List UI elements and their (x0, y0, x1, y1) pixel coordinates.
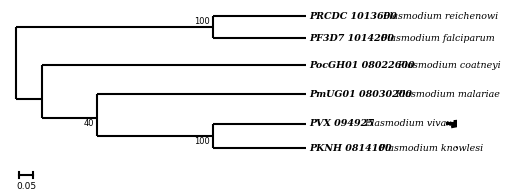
Text: PmUG01 08030200: PmUG01 08030200 (309, 90, 412, 99)
Text: 0.05: 0.05 (16, 182, 36, 191)
Ellipse shape (477, 15, 509, 17)
Text: Plasmodium coatneyi: Plasmodium coatneyi (394, 61, 499, 69)
Text: 40: 40 (83, 119, 94, 128)
Text: PRCDC 1013600: PRCDC 1013600 (309, 12, 397, 21)
Text: PocGH01 08022600: PocGH01 08022600 (309, 61, 414, 69)
Text: 100: 100 (194, 17, 210, 26)
Circle shape (490, 35, 509, 36)
Text: Plasmodium reichenowi: Plasmodium reichenowi (380, 12, 497, 21)
Text: PF3D7 1014200: PF3D7 1014200 (309, 34, 393, 43)
Ellipse shape (464, 147, 509, 150)
Text: PVX 094925: PVX 094925 (309, 119, 374, 128)
Text: Plasmodium vivax: Plasmodium vivax (361, 119, 450, 128)
Circle shape (453, 120, 474, 122)
Text: Plasmodium falciparum: Plasmodium falciparum (377, 34, 494, 43)
Text: 100: 100 (194, 137, 210, 146)
Text: Plasmodium malariae: Plasmodium malariae (392, 90, 498, 99)
Text: PKNH 0814100: PKNH 0814100 (309, 144, 391, 153)
Circle shape (495, 91, 509, 93)
Text: Plasmodium knowlesi: Plasmodium knowlesi (376, 144, 483, 153)
Ellipse shape (480, 64, 509, 66)
